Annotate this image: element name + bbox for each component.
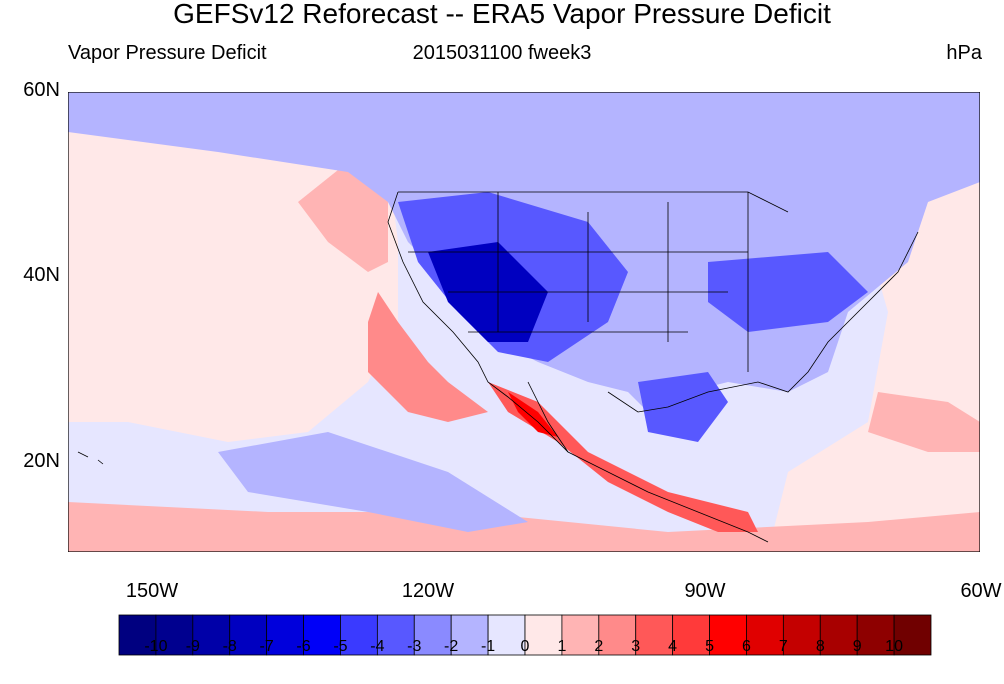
subtropical-negative-band xyxy=(218,432,528,532)
lon-label-90w: 90W xyxy=(684,580,726,602)
colorbar-tick-label: -4 xyxy=(370,638,385,655)
colorbar-tick-label: -1 xyxy=(480,638,496,655)
colorbar-tick-label: -6 xyxy=(296,638,311,655)
chart-title: GEFSv12 Reforecast -- ERA5 Vapor Pressur… xyxy=(173,0,831,29)
mexico-strong-positive xyxy=(508,392,558,437)
pacific-warm-patch xyxy=(298,162,388,272)
lat-label-40n: 40N xyxy=(23,264,60,286)
colorbar-tick-label: 10 xyxy=(885,638,903,655)
colorbar-tick-label: 3 xyxy=(631,638,641,655)
colorbar-tick-label: -2 xyxy=(444,638,459,655)
vpd-anomaly-map xyxy=(68,92,980,552)
atlantic-positive-region xyxy=(768,162,980,552)
colorbar-tick-label: 7 xyxy=(778,638,788,655)
mexico-positive-anomaly xyxy=(488,382,758,532)
lon-label-60w: 60W xyxy=(960,580,1002,602)
coastlines xyxy=(77,191,919,543)
atlantic-warm-patch xyxy=(868,392,980,452)
colorbar-tick-label: 1 xyxy=(557,638,567,655)
colorbar-tick-label: 9 xyxy=(852,638,862,655)
tropical-positive-band xyxy=(68,502,980,552)
colorbar-tick-label: -7 xyxy=(259,638,274,655)
variable-subtitle: Vapor Pressure Deficit xyxy=(68,42,267,64)
baja-offshore-patch xyxy=(368,292,488,422)
colorbar-tick-label: -10 xyxy=(144,638,168,655)
gulf-of-mexico-anomaly xyxy=(638,372,728,442)
units-subtitle: hPa xyxy=(946,42,982,64)
lat-label-20n: 20N xyxy=(23,450,60,472)
date-subtitle: 2015031100 fweek3 xyxy=(412,42,592,64)
colorbar-tick-label: 2 xyxy=(594,638,604,655)
colorbar-tick-label: 0 xyxy=(520,638,530,655)
lon-label-120w: 120W xyxy=(401,580,455,602)
colorbar-tick-label: 4 xyxy=(668,638,678,655)
colorbar-tick-label: -8 xyxy=(222,638,237,655)
colorbar-tick-label: -5 xyxy=(333,638,348,655)
lon-label-150w: 150W xyxy=(125,580,179,602)
colorbar-tick-label: -9 xyxy=(185,638,200,655)
colorbar-tick-label: -3 xyxy=(407,638,422,655)
lat-label-60n: 60N xyxy=(23,79,60,101)
colorbar-tick-label: 6 xyxy=(742,638,751,655)
colorbar-tick-label: 8 xyxy=(815,638,825,655)
colorbar-tick-label: 5 xyxy=(705,638,714,655)
